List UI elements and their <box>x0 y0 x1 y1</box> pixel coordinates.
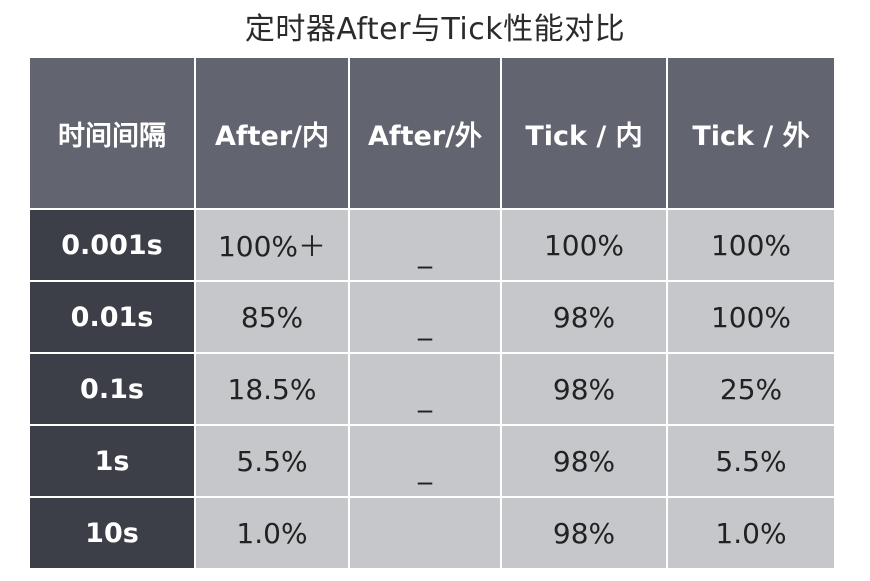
row-header-cell: 0.01s <box>30 281 196 354</box>
table-cell: 5.5% <box>195 425 350 498</box>
table-cell: _ <box>349 353 502 426</box>
table-cell: 100%＋ <box>195 209 350 282</box>
column-header-after-outer: After/外 <box>349 58 502 210</box>
table-cell <box>349 497 502 568</box>
table-row: 0.01s 85% _ 98% 100% <box>30 281 834 354</box>
row-header-cell: 10s <box>30 497 196 568</box>
row-header-cell: 0.001s <box>30 209 196 282</box>
table-cell: 1.0% <box>667 497 834 568</box>
table-cell: 98% <box>501 353 668 426</box>
table-cell: 98% <box>501 425 668 498</box>
column-header-interval: 时间间隔 <box>30 58 196 210</box>
table-cell: _ <box>349 209 502 282</box>
table-cell: 18.5% <box>195 353 350 426</box>
table-cell: _ <box>349 281 502 354</box>
table-cell: 5.5% <box>667 425 834 498</box>
table-cell: 100% <box>501 209 668 282</box>
table-row: 0.001s 100%＋ _ 100% 100% <box>30 209 834 282</box>
table-cell: 98% <box>501 281 668 354</box>
page-title: 定时器After与Tick性能对比 <box>244 12 626 47</box>
row-header-cell: 0.1s <box>30 353 196 426</box>
table-cell: 98% <box>501 497 668 568</box>
table-row: 0.1s 18.5% _ 98% 25% <box>30 353 834 426</box>
table-row: 1s 5.5% _ 98% 5.5% <box>30 425 834 498</box>
column-header-after-inner: After/内 <box>195 58 350 210</box>
table-row: 10s 1.0% 98% 1.0% <box>30 497 834 568</box>
column-header-tick-outer: Tick / 外 <box>667 58 834 210</box>
table-cell: 100% <box>667 281 834 354</box>
column-header-tick-inner: Tick / 内 <box>501 58 668 210</box>
table-cell: 25% <box>667 353 834 426</box>
table-cell: _ <box>349 425 502 498</box>
table-cell: 1.0% <box>195 497 350 568</box>
row-header-cell: 1s <box>30 425 196 498</box>
table-header-row: 时间间隔 After/内 After/外 Tick / 内 Tick / 外 <box>30 58 834 210</box>
table-cell: 100% <box>667 209 834 282</box>
performance-table: 时间间隔 After/内 After/外 Tick / 内 Tick / 外 0… <box>30 58 834 568</box>
table-cell: 85% <box>195 281 350 354</box>
